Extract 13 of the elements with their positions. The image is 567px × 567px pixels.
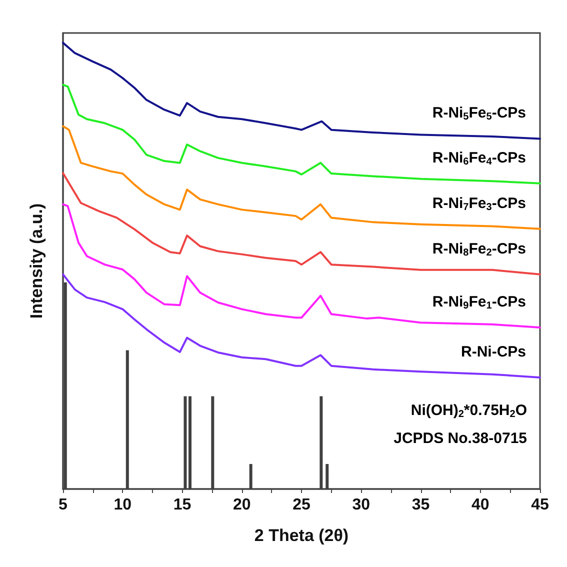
x-tick-label: 10 [114, 496, 132, 514]
x-tick-label: 45 [531, 496, 549, 514]
series-label: R-Ni-CPs [461, 343, 526, 360]
x-tick-label: 30 [352, 496, 370, 514]
x-tick-label: 25 [292, 496, 310, 514]
x-tick-label: 20 [232, 496, 251, 514]
x-axis-title: 2 Theta (2θ) [254, 526, 349, 545]
x-tick-label: 5 [58, 496, 68, 514]
x-tick-label: 15 [173, 496, 192, 514]
annotation: JCPDS No.38-0715 [394, 430, 528, 447]
x-tick-label: 40 [471, 496, 490, 514]
y-axis-title: Intensity (a.u.) [27, 203, 46, 319]
x-tick-label: 35 [412, 496, 430, 514]
